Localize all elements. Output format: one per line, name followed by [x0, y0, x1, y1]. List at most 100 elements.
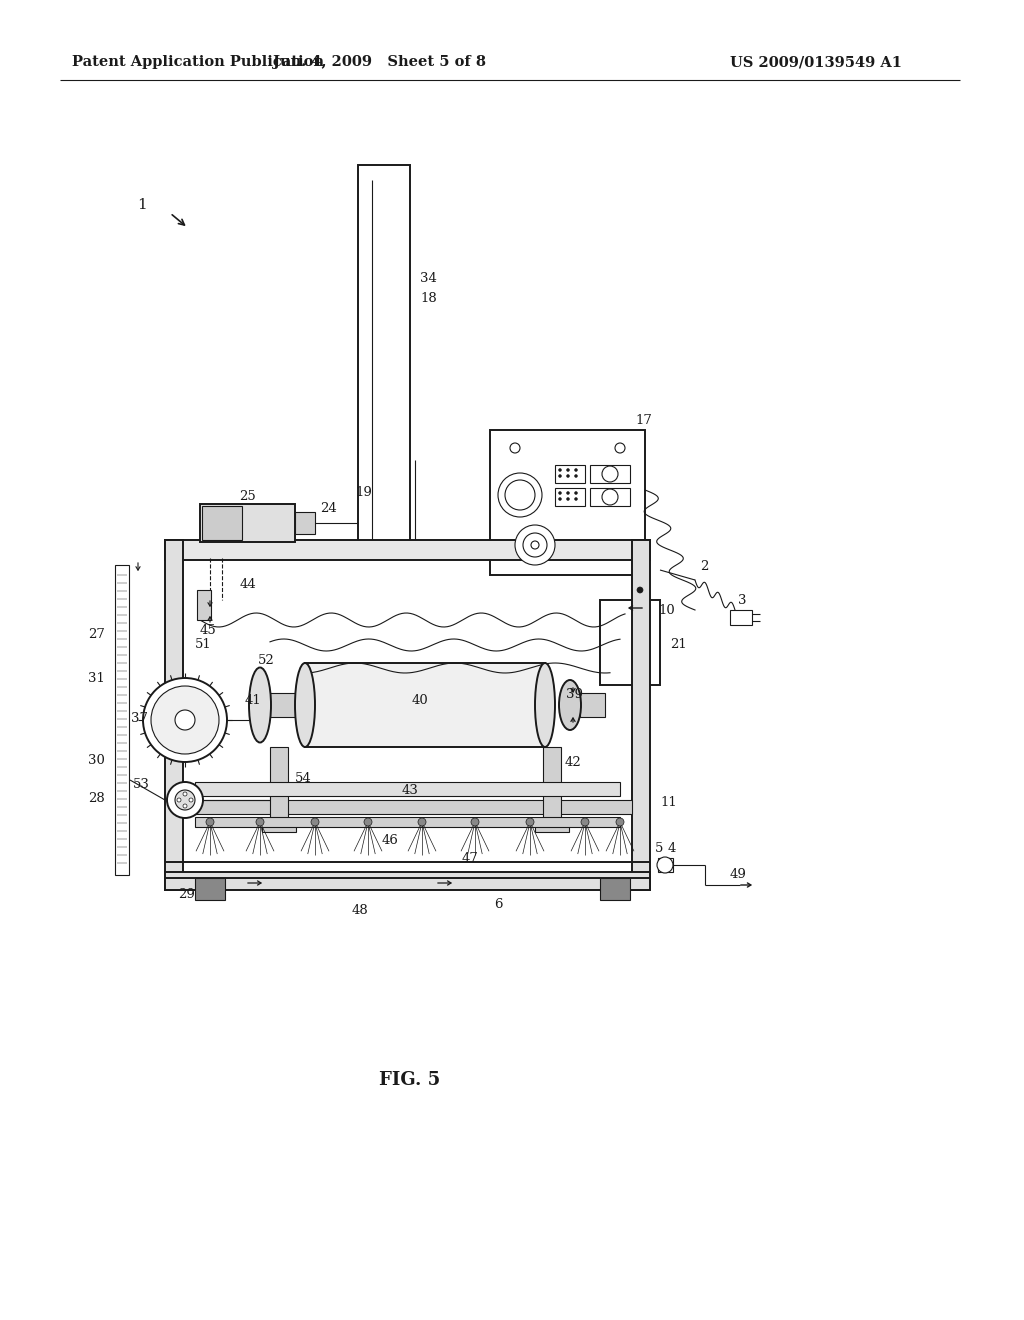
- Bar: [165, 873, 650, 890]
- Bar: [165, 540, 650, 560]
- Text: 53: 53: [133, 779, 150, 792]
- Text: 5: 5: [655, 842, 664, 854]
- Circle shape: [566, 474, 569, 478]
- Ellipse shape: [535, 663, 555, 747]
- Circle shape: [189, 799, 193, 803]
- Bar: [183, 800, 632, 814]
- Circle shape: [183, 804, 187, 808]
- Bar: [730, 610, 752, 624]
- Bar: [270, 693, 300, 717]
- Circle shape: [581, 818, 589, 826]
- Text: 48: 48: [351, 903, 369, 916]
- Bar: [600, 878, 630, 900]
- Bar: [202, 506, 242, 540]
- Circle shape: [143, 678, 227, 762]
- Circle shape: [574, 491, 578, 495]
- Text: 42: 42: [565, 755, 582, 768]
- Text: 27: 27: [88, 628, 105, 642]
- Text: 40: 40: [412, 693, 428, 706]
- Text: 52: 52: [258, 653, 274, 667]
- Circle shape: [167, 781, 203, 818]
- Text: 29: 29: [178, 888, 195, 902]
- Text: 4: 4: [668, 842, 677, 854]
- Text: 25: 25: [239, 490, 255, 503]
- Bar: [600, 601, 660, 685]
- Text: 51: 51: [195, 639, 212, 652]
- Circle shape: [526, 818, 534, 826]
- Circle shape: [566, 498, 569, 500]
- Circle shape: [175, 789, 195, 810]
- Ellipse shape: [295, 663, 315, 747]
- Bar: [195, 878, 225, 900]
- Circle shape: [615, 444, 625, 453]
- Circle shape: [657, 857, 673, 873]
- Circle shape: [151, 686, 219, 754]
- Circle shape: [364, 818, 372, 826]
- Text: 47: 47: [462, 851, 478, 865]
- Circle shape: [505, 480, 535, 510]
- Text: 34: 34: [420, 272, 437, 285]
- Circle shape: [574, 469, 578, 471]
- Text: 11: 11: [660, 796, 677, 808]
- Circle shape: [498, 473, 542, 517]
- Bar: [555, 488, 585, 506]
- Text: FIG. 5: FIG. 5: [379, 1071, 440, 1089]
- Bar: [358, 165, 410, 558]
- Text: 18: 18: [420, 292, 437, 305]
- Circle shape: [531, 541, 539, 549]
- Bar: [262, 822, 296, 832]
- Circle shape: [574, 498, 578, 500]
- Circle shape: [602, 466, 618, 482]
- Circle shape: [558, 491, 561, 495]
- Circle shape: [558, 469, 561, 471]
- Text: 10: 10: [658, 603, 675, 616]
- Bar: [590, 488, 630, 506]
- Circle shape: [510, 444, 520, 453]
- Text: 17: 17: [635, 413, 652, 426]
- Circle shape: [177, 799, 181, 803]
- Circle shape: [558, 498, 561, 500]
- Text: 1: 1: [137, 198, 146, 213]
- Text: Patent Application Publication: Patent Application Publication: [72, 55, 324, 69]
- Bar: [270, 747, 288, 828]
- Bar: [197, 590, 211, 620]
- Bar: [555, 465, 585, 483]
- Text: US 2009/0139549 A1: US 2009/0139549 A1: [730, 55, 902, 69]
- Text: 2: 2: [700, 561, 709, 573]
- Ellipse shape: [249, 668, 271, 742]
- Circle shape: [183, 792, 187, 796]
- Text: 46: 46: [382, 833, 398, 846]
- Bar: [543, 747, 561, 828]
- Text: 24: 24: [319, 503, 337, 516]
- Text: 39: 39: [566, 689, 583, 701]
- Circle shape: [471, 818, 479, 826]
- Circle shape: [418, 818, 426, 826]
- Bar: [658, 858, 673, 873]
- Bar: [590, 465, 630, 483]
- Circle shape: [515, 525, 555, 565]
- Bar: [115, 565, 129, 875]
- Text: 44: 44: [240, 578, 257, 591]
- Circle shape: [558, 474, 561, 478]
- Bar: [305, 663, 545, 747]
- Bar: [535, 822, 569, 832]
- Bar: [200, 504, 295, 543]
- Text: 45: 45: [200, 623, 217, 636]
- Bar: [490, 430, 645, 576]
- Ellipse shape: [559, 680, 581, 730]
- Circle shape: [256, 818, 264, 826]
- Text: 28: 28: [88, 792, 105, 804]
- Text: 21: 21: [670, 639, 687, 652]
- Bar: [195, 817, 620, 828]
- Circle shape: [523, 533, 547, 557]
- Text: 54: 54: [295, 771, 311, 784]
- Text: 43: 43: [401, 784, 419, 796]
- Text: Jun. 4, 2009   Sheet 5 of 8: Jun. 4, 2009 Sheet 5 of 8: [273, 55, 486, 69]
- Text: 19: 19: [355, 486, 372, 499]
- Circle shape: [311, 818, 319, 826]
- Text: 31: 31: [88, 672, 105, 685]
- Circle shape: [206, 818, 214, 826]
- Circle shape: [616, 818, 624, 826]
- Bar: [195, 781, 620, 796]
- Circle shape: [602, 488, 618, 506]
